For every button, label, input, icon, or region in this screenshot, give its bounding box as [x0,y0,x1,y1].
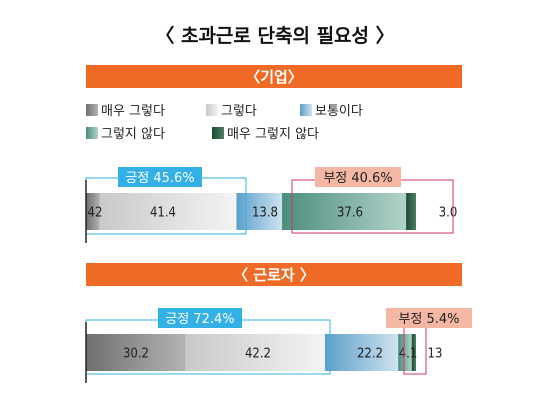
bar-segment [99,193,237,230]
chart-panel: 〈 근로자 〉 30.2 42.2 22.2 4.1 13 긍정 72.4% 부정 5.4% [85,263,472,383]
legend-label: 매우 그렇다 [101,104,165,119]
panel-title: 〈기업〉 [245,68,303,86]
bar-segment [406,193,416,230]
positive-label: 긍정 45.6% [125,171,194,186]
data-label: 37.6 [337,206,363,221]
bar-segment [282,193,407,230]
negative-label: 부정 40.6% [323,171,392,186]
data-label: 42.2 [245,347,271,362]
bar-segment [324,334,399,371]
data-label: 22.2 [357,347,383,362]
data-label: 42 [88,206,103,221]
positive-badge [118,167,202,187]
legend-label: 보통이다 [315,104,363,119]
legend-swatch [86,104,98,116]
legend-swatch [206,104,218,116]
legend-swatch [86,127,98,139]
legend-label: 매우 그렇지 않다 [227,127,319,142]
legend-swatch [300,104,312,116]
legend-label: 그렇지 않다 [101,127,165,142]
data-label: 3.0 [439,206,458,221]
chart-panel: 〈기업〉 42 41.4 13.8 37.6 3.0 긍정 45.6% 부정 40.6% [85,65,462,243]
chart-title: 〈 초과근로 단축의 필요성 〉 [155,24,394,47]
bar-segment [86,334,186,371]
panel-banner [86,65,462,88]
negative-badge [315,167,401,187]
panel-title: 〈 근로자 〉 [233,266,315,284]
negative-badge [386,308,472,328]
positive-label: 긍정 72.4% [165,312,234,327]
negative-label: 부정 5.4% [398,312,459,327]
bar-segment [411,334,416,371]
bar-segment [86,193,100,230]
legend-label: 그렇다 [221,104,257,119]
data-label: 13.8 [252,206,278,221]
bar-segment [236,193,283,230]
positive-badge [158,308,242,328]
legend-swatch [212,127,224,139]
data-label: 41.4 [150,206,176,221]
data-label: 4.1 [399,347,418,362]
panel-banner [86,263,462,286]
data-label: 30.2 [123,347,149,362]
bar-segment [398,334,412,371]
data-label: 13 [428,347,443,362]
bar-segment [185,334,325,371]
chart-panels: 〈기업〉 42 41.4 13.8 37.6 3.0 긍정 45.6% 부정 40.6% 〈 근… [85,65,472,383]
